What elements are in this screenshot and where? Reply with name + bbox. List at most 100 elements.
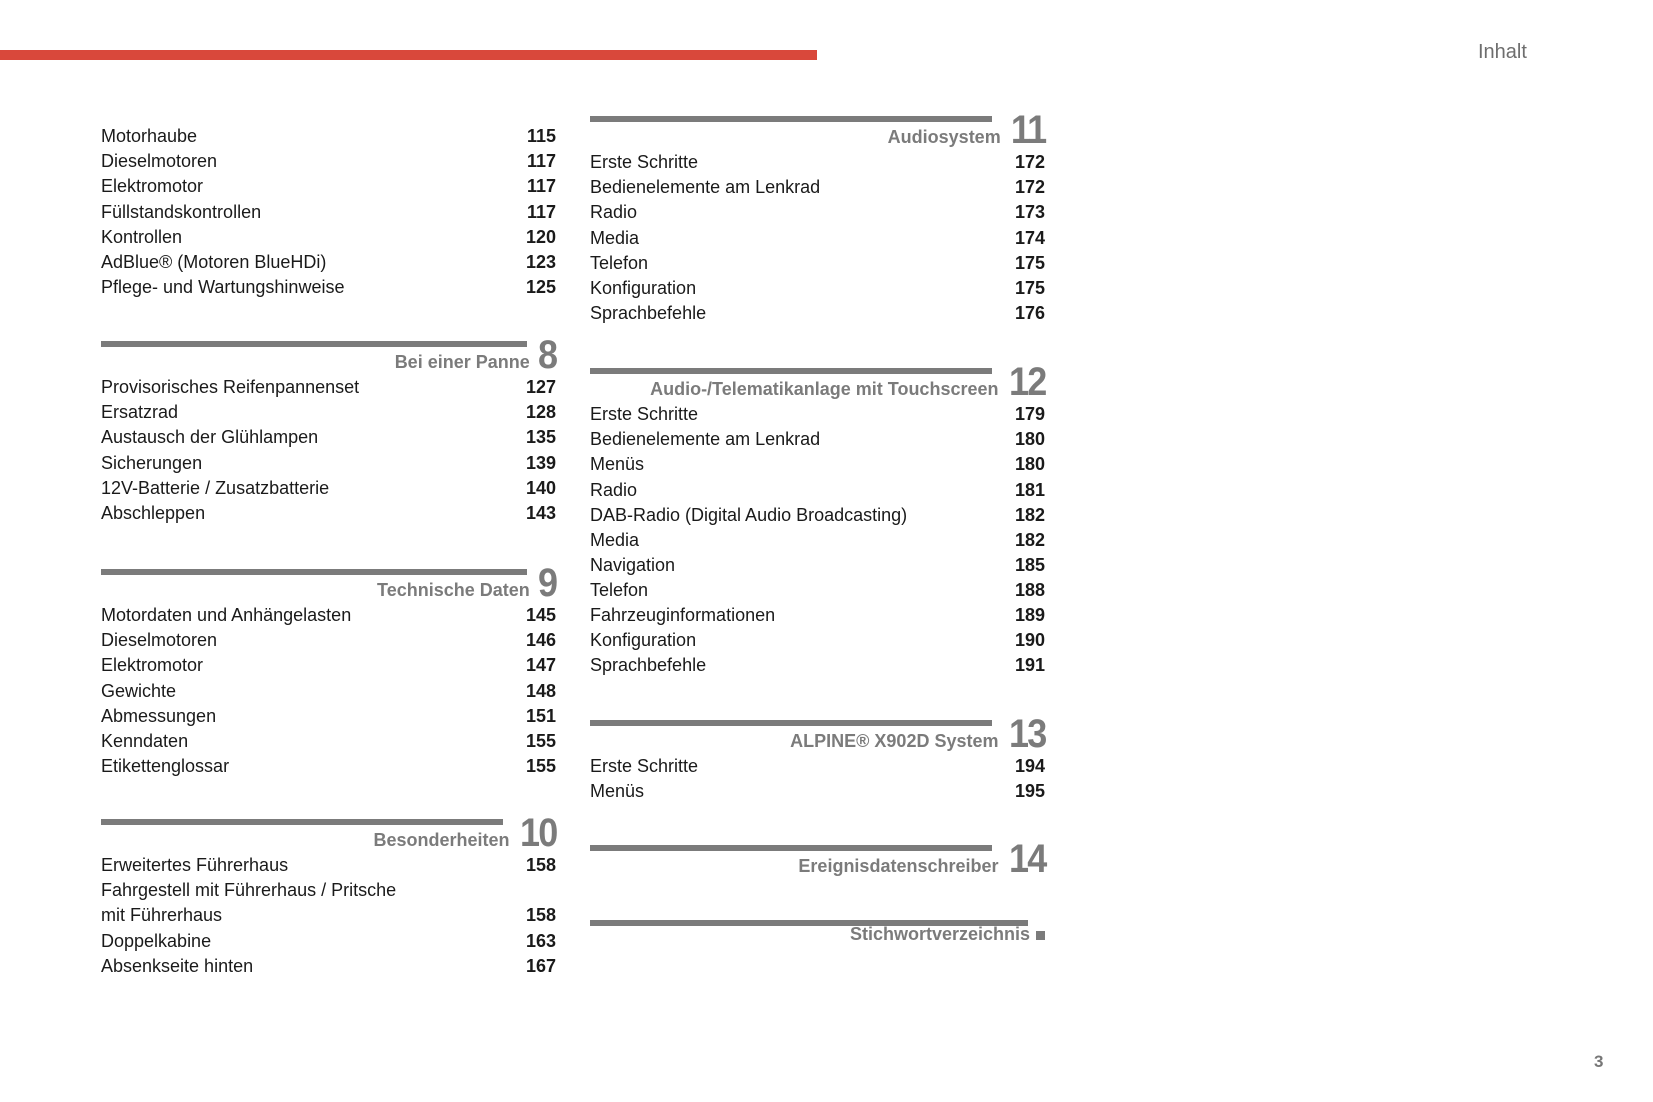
toc-entry[interactable]: Konfiguration 175: [590, 276, 1045, 301]
toc-entry[interactable]: Motordaten und Anhängelasten 145: [101, 603, 556, 628]
toc-entry-page: 194: [1014, 756, 1045, 777]
toc-entry[interactable]: Doppelkabine 163: [101, 929, 556, 954]
toc-entry-page: 123: [525, 251, 556, 272]
toc-entry-page: 117: [526, 151, 556, 172]
toc-entry[interactable]: mit Führerhaus 158: [101, 903, 556, 928]
toc-entry[interactable]: Radio 173: [590, 200, 1045, 225]
toc-entry[interactable]: Sprachbefehle 176: [590, 301, 1045, 326]
toc-entry[interactable]: Dieselmotoren 117: [101, 149, 556, 174]
toc-entry[interactable]: Navigation 185: [590, 553, 1045, 578]
toc-entry[interactable]: Media 174: [590, 226, 1045, 251]
toc-entry-page: 128: [525, 402, 556, 423]
toc-entry-label: Gewichte: [101, 680, 177, 701]
toc-entry[interactable]: Pflege- und Wartungshinweise 125: [101, 275, 556, 300]
toc-entry[interactable]: Menüs 195: [590, 779, 1045, 804]
toc-entry-page: 117: [526, 176, 556, 197]
toc-entry[interactable]: Dieselmotoren 146: [101, 628, 556, 653]
toc-entry-label: Menüs: [590, 454, 645, 475]
toc-entry-page: 115: [526, 126, 556, 147]
section-title: ALPINE® X902D System: [790, 731, 999, 751]
toc-entry[interactable]: Bedienelemente am Lenkrad 180: [590, 427, 1045, 452]
toc-entry-page: 182: [1014, 504, 1045, 525]
toc-entry[interactable]: Erste Schritte 194: [590, 754, 1045, 779]
toc-entry[interactable]: Absenkseite hinten 167: [101, 954, 556, 979]
toc-right-column: Audiosystem 11 Erste Schritte 172 Bedienelem…: [590, 0, 1047, 1102]
toc-entry[interactable]: Kenndaten 155: [101, 729, 556, 754]
toc-entry[interactable]: Abschleppen 143: [101, 501, 556, 526]
toc-entry-page: 174: [1014, 227, 1045, 248]
toc-entry[interactable]: Etikettenglossar 155: [101, 754, 556, 779]
toc-entry[interactable]: Bedienelemente am Lenkrad 172: [590, 175, 1045, 200]
toc-entry-page: 143: [525, 502, 556, 523]
toc-entry-label: Ersatzrad: [101, 402, 179, 423]
toc-entry-label: Menüs: [590, 781, 645, 802]
page-header-title: Inhalt: [1478, 41, 1527, 63]
section-divider: [590, 845, 992, 851]
toc-entry-label: Etikettenglossar: [101, 755, 230, 776]
section-header[interactable]: Audiosystem 11: [887, 108, 1047, 157]
page-number: 3: [1594, 1052, 1604, 1071]
toc-entry-label: Sprachbefehle: [590, 655, 707, 676]
toc-entry[interactable]: Erste Schritte 179: [590, 402, 1045, 427]
toc-entry-label: Erste Schritte: [590, 404, 699, 425]
toc-entry-page: 190: [1014, 630, 1045, 651]
toc-entry-label: 12V-Batterie / Zusatzbatterie: [101, 477, 330, 498]
toc-entry-page: 163: [525, 930, 556, 951]
section-header[interactable]: Besonderheiten 10: [373, 813, 557, 860]
toc-entry-page: 158: [525, 905, 556, 926]
toc-entry[interactable]: Fahrzeuginformationen 189: [590, 603, 1045, 628]
toc-entry[interactable]: Radio 181: [590, 478, 1045, 503]
toc-entry[interactable]: Austausch der Glühlampen 135: [101, 425, 556, 450]
section-header[interactable]: Technische Daten 9: [377, 563, 558, 610]
square-icon: [1036, 931, 1045, 940]
toc-entry-label: Provisorisches Reifenpannenset: [101, 377, 360, 398]
toc-entry[interactable]: Erweitertes Führerhaus 158: [101, 853, 556, 878]
toc-entry-page: 145: [525, 605, 556, 626]
toc-entry[interactable]: Elektromotor 117: [101, 174, 556, 199]
toc-entry[interactable]: Menüs 180: [590, 452, 1045, 477]
section-header[interactable]: ALPINE® X902D System 13: [790, 714, 1047, 761]
section-title: Audiosystem: [887, 127, 1001, 147]
toc-entry-page: 140: [525, 477, 556, 498]
toc-entry[interactable]: Telefon 188: [590, 578, 1045, 603]
toc-entry-label: Füllstandskontrollen: [101, 201, 262, 222]
toc-entry[interactable]: Provisorisches Reifenpannenset 127: [101, 375, 556, 400]
section-divider: [101, 341, 527, 347]
section-title: Bei einer Panne: [394, 352, 530, 372]
toc-entry[interactable]: Media 182: [590, 528, 1045, 553]
toc-entry-label: Telefon: [590, 579, 649, 600]
section-title: Besonderheiten: [373, 830, 510, 850]
toc-entry[interactable]: Sprachbefehle 191: [590, 653, 1045, 678]
section-header[interactable]: Bei einer Panne 8: [394, 333, 558, 382]
toc-entry-page: 172: [1014, 152, 1045, 173]
section-header[interactable]: Audio-/Telematikanlage mit Touchscreen 12: [650, 362, 1047, 409]
toc-entry-label: Radio: [590, 202, 638, 223]
toc-entry[interactable]: Erste Schritte 172: [590, 150, 1045, 175]
toc-entry[interactable]: Gewichte 148: [101, 679, 556, 704]
toc-entry[interactable]: 12V-Batterie / Zusatzbatterie 140: [101, 476, 556, 501]
toc-entry-page: 148: [525, 680, 556, 701]
toc-entry[interactable]: AdBlue® (Motoren BlueHDi) 123: [101, 250, 556, 275]
toc-entry-page: 175: [1014, 277, 1045, 298]
toc-entry[interactable]: Telefon 175: [590, 251, 1045, 276]
section-number: 11: [1010, 108, 1047, 152]
toc-entry[interactable]: DAB-Radio (Digital Audio Broadcasting) 18…: [590, 503, 1045, 528]
toc-entry[interactable]: Elektromotor 147: [101, 653, 556, 678]
toc-entry-label: mit Führerhaus: [101, 905, 223, 926]
toc-entry[interactable]: Fahrgestell mit Führerhaus / Pritsche: [101, 878, 556, 903]
toc-entry[interactable]: Abmessungen 151: [101, 704, 556, 729]
toc-entry-page: 139: [525, 452, 556, 473]
section-number: 8: [537, 333, 558, 377]
toc-entry[interactable]: Motorhaube 115: [101, 124, 556, 149]
toc-entry[interactable]: Füllstandskontrollen 117: [101, 200, 556, 225]
toc-entry[interactable]: Sicherungen 139: [101, 451, 556, 476]
section-header[interactable]: Stichwortverzeichnis: [850, 914, 1045, 954]
toc-entry[interactable]: Ersatzrad 128: [101, 400, 556, 425]
toc-entry-page: 158: [525, 855, 556, 876]
toc-entry-label: Kenndaten: [101, 730, 189, 751]
toc-entry-label: Radio: [590, 479, 638, 500]
section-number: 14: [1008, 837, 1047, 881]
toc-entry[interactable]: Konfiguration 190: [590, 628, 1045, 653]
section-header[interactable]: Ereignisdatenschreiber 14: [798, 837, 1047, 886]
toc-entry[interactable]: Kontrollen 120: [101, 225, 556, 250]
